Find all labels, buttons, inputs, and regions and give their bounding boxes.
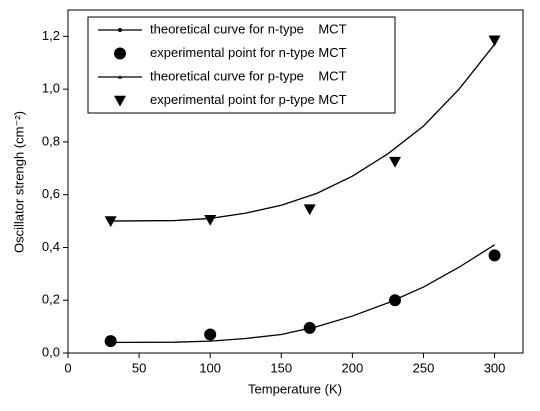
data-point bbox=[303, 204, 316, 216]
legend-box bbox=[87, 16, 396, 114]
y-tick-label: 1,0 bbox=[42, 81, 60, 96]
x-tick-label: 300 bbox=[484, 360, 506, 375]
legend-marker bbox=[114, 47, 126, 60]
data-point bbox=[104, 216, 117, 228]
x-axis-label: Temperature (K) bbox=[248, 381, 342, 396]
x-tick-label: 200 bbox=[342, 360, 364, 375]
legend-marker bbox=[118, 28, 122, 32]
y-tick-label: 0,0 bbox=[42, 344, 60, 359]
curve bbox=[110, 244, 495, 344]
legend-label: theoretical curve for n-type MCT bbox=[150, 21, 347, 36]
y-tick-label: 0,8 bbox=[42, 133, 60, 148]
legend-label: experimental point for n-type MCT bbox=[150, 45, 347, 60]
x-tick-label: 0 bbox=[64, 360, 71, 375]
data-point bbox=[389, 294, 402, 307]
data-point bbox=[104, 335, 117, 348]
data-point bbox=[488, 249, 501, 262]
y-axis-label: Oscillator strengh (cm⁻²) bbox=[11, 111, 26, 253]
y-tick-label: 0,6 bbox=[42, 186, 60, 201]
x-tick-label: 250 bbox=[413, 360, 435, 375]
plot-frame bbox=[67, 9, 524, 354]
x-tick-label: 50 bbox=[132, 360, 146, 375]
x-tick-label: 100 bbox=[199, 360, 221, 375]
data-point bbox=[389, 156, 402, 168]
y-tick-label: 0,4 bbox=[42, 239, 60, 254]
data-point bbox=[303, 321, 316, 334]
data-point bbox=[204, 328, 217, 341]
y-tick-label: 1,2 bbox=[42, 28, 60, 43]
legend-label: theoretical curve for p-type MCT bbox=[150, 68, 347, 83]
data-point bbox=[488, 35, 501, 47]
x-tick-label: 150 bbox=[270, 360, 292, 375]
curve bbox=[110, 43, 496, 222]
data-point bbox=[204, 214, 217, 226]
y-tick-label: 0,2 bbox=[42, 292, 60, 307]
legend-marker bbox=[114, 95, 126, 107]
legend-marker bbox=[118, 75, 122, 79]
legend-label: experimental point for p-type MCT bbox=[150, 92, 347, 107]
